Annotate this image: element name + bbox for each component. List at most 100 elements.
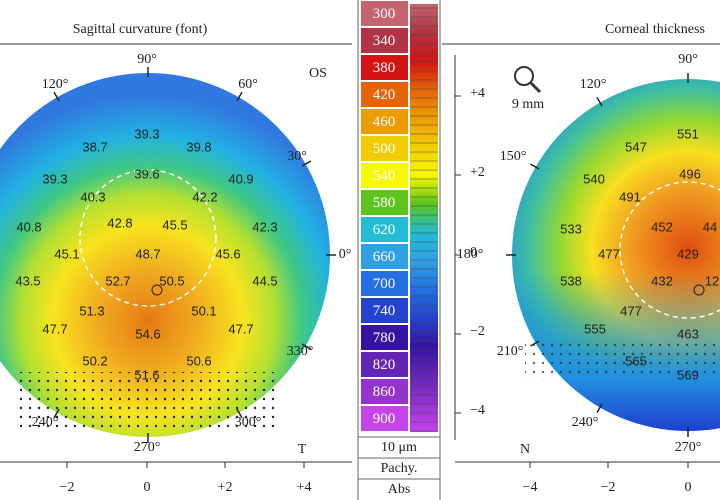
right-map (512, 79, 720, 431)
map-value: 47.7 (42, 321, 67, 336)
rim-tick (596, 403, 603, 413)
rim-tick (236, 408, 243, 419)
pupil-center (693, 284, 705, 296)
angle-label: 270° (675, 440, 702, 455)
map-value: 54.6 (135, 326, 160, 341)
scale-swatch (361, 28, 408, 53)
map-value: 42.8 (107, 215, 132, 230)
scale-swatch (361, 298, 408, 323)
scale-swatch (361, 379, 408, 404)
rim-tick (301, 343, 312, 350)
angle-label: 240° (32, 415, 59, 430)
map-value: 463 (677, 326, 699, 341)
scale-label: 660 (373, 249, 396, 265)
scale-label: 780 (373, 330, 396, 346)
rim-tick (301, 160, 312, 167)
angle-label: 120° (42, 77, 69, 92)
map-value: 491 (619, 189, 641, 204)
scale-label: 540 (373, 168, 396, 184)
map-value: 44 (703, 219, 717, 234)
scale-swatch (361, 271, 408, 296)
zoom-label: 9 mm (512, 97, 544, 112)
rim-tick (530, 340, 540, 347)
map-value: 496 (679, 166, 701, 181)
scale-label: 820 (373, 357, 396, 373)
scale-swatch (361, 55, 408, 80)
side-label: N (520, 442, 530, 457)
rim-tick (236, 91, 243, 102)
angle-label: 210° (497, 344, 524, 359)
map-value: 555 (584, 321, 606, 336)
scale-swatch (361, 190, 408, 215)
y-tick-label: +4 (470, 86, 485, 101)
pupil-ring (619, 181, 720, 319)
y-tick-label: −2 (470, 324, 485, 339)
side-label: T (298, 442, 307, 457)
angle-label: 0° (339, 247, 352, 262)
map-value: 45.1 (54, 246, 79, 261)
x-tick-label: −4 (523, 480, 538, 495)
rim-tick (530, 163, 540, 170)
x-tick-label: −2 (601, 480, 616, 495)
pupil-ring (79, 169, 217, 307)
dot-area (20, 372, 280, 428)
map-value: 51.3 (79, 303, 104, 318)
zoom-icon (514, 66, 542, 94)
scale-label: 580 (373, 195, 396, 211)
map-value: 452 (651, 219, 673, 234)
right-title: Corneal thickness (605, 22, 705, 37)
angle-label: 60° (238, 77, 258, 92)
map-disc (0, 73, 330, 437)
scale-label: 420 (373, 87, 396, 103)
pupil-center (151, 284, 163, 296)
scale-swatch (361, 244, 408, 269)
map-value: 52.7 (105, 273, 130, 288)
x-tick-label: +2 (218, 480, 233, 495)
map-value: 50.5 (159, 273, 184, 288)
x-tick-label: 0 (685, 480, 692, 495)
map-value: 40.8 (16, 219, 41, 234)
scale-footer: Pachy. (381, 461, 418, 476)
map-value: 538 (560, 273, 582, 288)
map-value: 50.6 (186, 353, 211, 368)
scale-label: 700 (373, 276, 396, 292)
color-scale: 300 340 380 420 460 500 540 580 620 660 700 740 780 8… (357, 0, 441, 500)
angle-label: 90° (137, 52, 157, 67)
angle-label: 150° (500, 149, 527, 164)
map-value: 565 (625, 353, 647, 368)
x-tick-label: +4 (297, 480, 312, 495)
scale-footer: Abs (388, 482, 411, 497)
map-value: 12 (705, 273, 719, 288)
scale-swatch (361, 325, 408, 350)
rim-tick (53, 91, 60, 102)
scale-label: 300 (373, 6, 396, 22)
map-value: 39.3 (42, 171, 67, 186)
map-value: 39.3 (134, 126, 159, 141)
left-map (0, 73, 330, 437)
map-value: 47.7 (228, 321, 253, 336)
map-value: 39.8 (186, 139, 211, 154)
scale-footer: 10 μm (381, 440, 417, 455)
scale-swatch (361, 352, 408, 377)
angle-label: 90° (678, 52, 698, 67)
map-value: 432 (651, 273, 673, 288)
map-value: 547 (625, 139, 647, 154)
angle-label: 330° (287, 344, 314, 359)
scale-label: 860 (373, 384, 396, 400)
map-value: 38.7 (82, 139, 107, 154)
map-value: 39.6 (134, 166, 159, 181)
map-value: 569 (677, 367, 699, 382)
map-value: 45.5 (162, 217, 187, 232)
scale-swatch (361, 217, 408, 242)
y-tick-label: −4 (470, 403, 485, 418)
angle-label: 270° (134, 440, 161, 455)
map-value: 44.5 (252, 273, 277, 288)
scale-label: 620 (373, 222, 396, 238)
angle-label: 240° (572, 415, 599, 430)
scale-label: 460 (373, 114, 396, 130)
map-value: 551 (677, 126, 699, 141)
scale-label: 500 (373, 141, 396, 157)
map-value: 477 (598, 246, 620, 261)
map-value: 40.9 (228, 171, 253, 186)
map-value: 533 (560, 221, 582, 236)
